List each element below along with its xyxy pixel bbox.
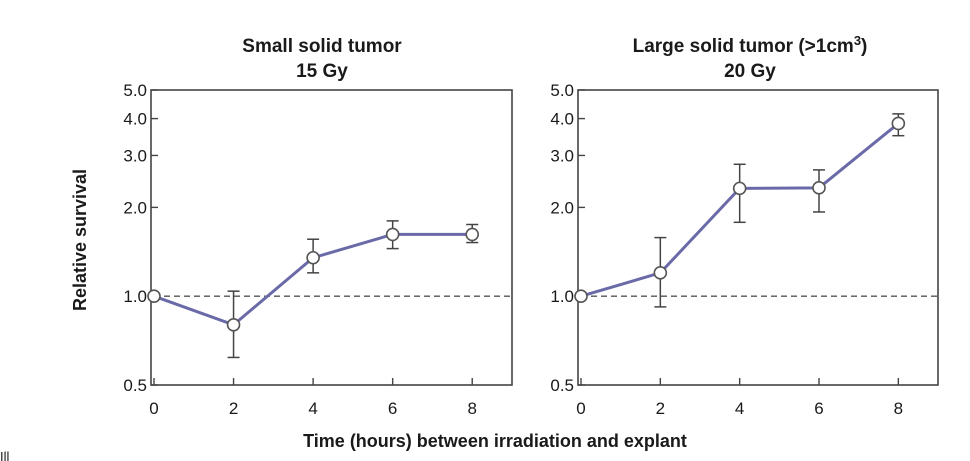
right-panel: Large solid tumor (>1cm3) 20 Gy 0.5 1.0 2.0 3…: [550, 33, 939, 418]
x-tick-label: 2: [656, 399, 665, 418]
y-tick-label: 4.0: [550, 110, 574, 129]
chart-title-tail: ): [861, 36, 867, 57]
x-tick-label: 4: [735, 399, 744, 418]
chart-title: Large solid tumor (>1cm3): [633, 33, 868, 57]
x-tick-label: 8: [467, 399, 476, 418]
y-tick-label: 4.0: [123, 110, 147, 129]
plot-frame: [577, 89, 939, 386]
data-point: [891, 116, 906, 131]
y-tick-label: 5.0: [550, 81, 574, 100]
x-tick-label: 6: [814, 399, 823, 418]
data-point: [147, 289, 161, 303]
y-tick-label: 0.5: [123, 376, 147, 395]
corner-text: Ill: [0, 449, 10, 461]
x-tick-label: 2: [229, 399, 238, 418]
y-tick-label: 2.0: [550, 198, 574, 217]
plot-frame: [150, 89, 513, 386]
y-axis-title: Relative survival: [70, 169, 90, 311]
data-point: [306, 250, 320, 265]
x-axis-title: Time (hours) between irradiation and exp…: [303, 431, 687, 451]
y-tick-label: 2.0: [123, 198, 147, 217]
data-point: [732, 181, 747, 196]
left-panel: Small solid tumor 15 Gy 0.5 1.0 2.0 3.0 4.0 5.0…: [123, 36, 513, 418]
y-tick-label: 3.0: [123, 146, 147, 165]
x-tick-label: 0: [149, 399, 158, 418]
data-point: [574, 289, 588, 303]
data-point: [465, 227, 480, 242]
data-point: [653, 266, 668, 280]
x-tick-label: 8: [894, 399, 903, 418]
y-tick-label: 3.0: [550, 146, 574, 165]
y-tick-label: 1.0: [550, 287, 574, 306]
y-tick-label: 1.0: [123, 287, 147, 306]
y-tick-label: 0.5: [550, 376, 574, 395]
data-point: [812, 181, 826, 195]
x-tick-label: 4: [308, 399, 317, 418]
y-tick-label: 5.0: [123, 81, 147, 100]
chart-subtitle: 15 Gy: [296, 61, 348, 82]
chart-title-superscript: 3: [854, 33, 861, 48]
data-point: [385, 227, 400, 242]
chart-subtitle: 20 Gy: [724, 61, 776, 82]
data-point: [226, 317, 241, 332]
x-tick-label: 0: [576, 399, 585, 418]
x-tick-label: 6: [388, 399, 397, 418]
chart-title: Small solid tumor: [242, 36, 402, 57]
